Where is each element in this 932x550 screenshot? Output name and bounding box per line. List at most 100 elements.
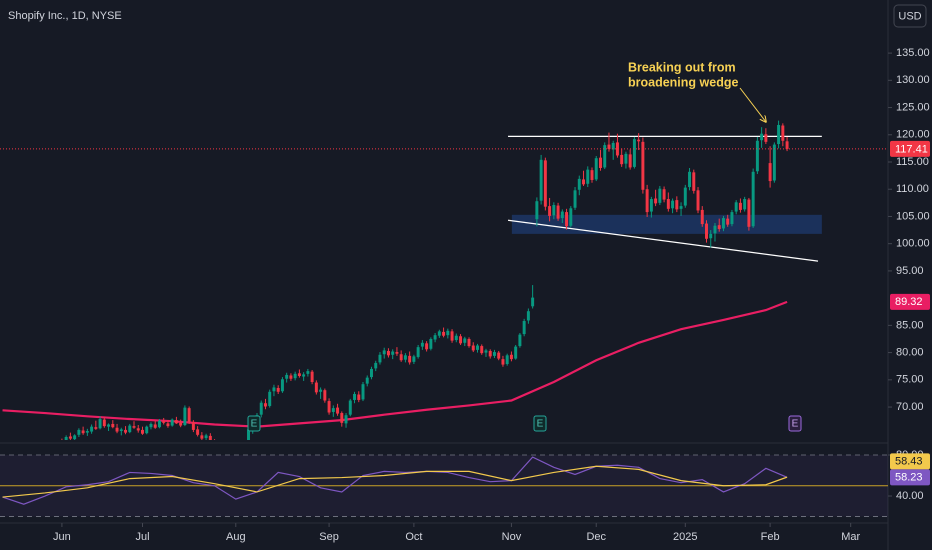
candle-body xyxy=(573,190,577,208)
y-tick-label: 100.00 xyxy=(896,238,930,250)
candle-body xyxy=(662,189,666,200)
candle-body xyxy=(476,345,479,350)
x-tick-label: Mar xyxy=(841,531,860,543)
moving-average xyxy=(2,300,788,428)
candle-body xyxy=(348,400,352,415)
candle-body xyxy=(484,350,488,353)
candle-body xyxy=(450,331,454,341)
candle-body xyxy=(336,407,340,414)
candle-body xyxy=(641,141,645,190)
candle-body xyxy=(675,200,679,210)
candle-body xyxy=(162,421,166,423)
candle-body xyxy=(153,424,157,428)
candle-body xyxy=(543,160,547,207)
candle-body xyxy=(603,145,607,168)
candle-body xyxy=(518,334,522,347)
candle-body xyxy=(594,158,598,180)
candle-body xyxy=(645,189,649,213)
candle-body xyxy=(738,202,742,210)
candle-body xyxy=(323,390,327,401)
candle-body xyxy=(777,124,781,145)
y-tick-label: 70.00 xyxy=(896,401,924,413)
candle-body xyxy=(437,331,441,336)
candle-body xyxy=(276,387,280,392)
y-tick-label: 95.00 xyxy=(896,265,924,277)
candle-body xyxy=(327,401,331,413)
candle-body xyxy=(382,350,386,355)
candle-body xyxy=(590,170,594,180)
candle-body xyxy=(692,172,696,191)
candle-body xyxy=(760,133,764,141)
candle-body xyxy=(293,373,297,379)
earnings-marker xyxy=(247,415,261,432)
currency-button[interactable] xyxy=(893,4,927,28)
price-pane xyxy=(0,120,888,440)
candle-body xyxy=(556,205,560,219)
candle-body xyxy=(268,391,272,406)
annotation-arrow xyxy=(739,87,766,122)
candle-body xyxy=(289,375,293,379)
candle-body xyxy=(395,352,399,354)
candle-body xyxy=(280,379,284,392)
candle-body xyxy=(505,355,509,365)
candle-body xyxy=(102,419,106,427)
candle-body xyxy=(314,382,318,393)
candle-body xyxy=(514,346,518,359)
candle-body xyxy=(442,331,446,336)
candle-body xyxy=(370,368,373,378)
candle-body xyxy=(64,437,68,440)
y-tick-label: 120.00 xyxy=(896,129,930,141)
candle-body xyxy=(683,187,687,206)
candle-body xyxy=(637,139,641,142)
candle-body xyxy=(433,335,437,340)
candle-body xyxy=(200,435,204,439)
y-tick-label: 105.00 xyxy=(896,210,930,222)
earnings-label: E xyxy=(251,419,258,430)
earnings-label: E xyxy=(792,419,799,430)
earnings-marker xyxy=(788,415,802,432)
candle-body xyxy=(713,225,717,234)
candle-body xyxy=(157,420,161,428)
candle-body xyxy=(361,384,365,400)
candle-body xyxy=(107,424,111,427)
candle-body xyxy=(552,205,556,216)
candle-body xyxy=(310,371,314,383)
candle-body xyxy=(743,199,747,210)
candle-body xyxy=(501,359,505,365)
support-zone xyxy=(511,214,822,234)
candle-body xyxy=(208,435,212,440)
candle-body xyxy=(492,352,496,356)
candle-body xyxy=(497,352,501,359)
candle-body xyxy=(166,423,170,427)
candle-body xyxy=(136,428,140,431)
last-price-box xyxy=(890,140,930,157)
candle-body xyxy=(480,346,484,354)
y-tick-label: 125.00 xyxy=(896,101,930,113)
candle-body xyxy=(149,423,153,428)
candle-body xyxy=(772,144,776,181)
candle-body xyxy=(721,218,725,229)
annotation-text: broadening wedge xyxy=(628,75,738,89)
annotation-text: Breaking out from xyxy=(628,60,736,74)
x-tick-label: Dec xyxy=(586,531,606,543)
ma-price-label: 89.32 xyxy=(895,296,923,308)
candle-body xyxy=(68,436,72,439)
candle-body xyxy=(357,394,361,400)
candle-body xyxy=(81,430,85,434)
rsi-pane xyxy=(0,454,888,517)
candle-body xyxy=(174,420,178,424)
earnings-label: E xyxy=(537,419,544,430)
candle-body xyxy=(755,140,759,172)
candle-body xyxy=(340,413,344,423)
candle-body xyxy=(204,435,208,439)
candle-body xyxy=(696,190,700,211)
candle-body xyxy=(726,218,730,225)
candle-body xyxy=(620,154,624,165)
candle-body xyxy=(145,426,149,434)
candle-body xyxy=(446,330,450,336)
candle-body xyxy=(471,345,475,351)
candle-body xyxy=(331,408,335,412)
candle-body xyxy=(297,373,301,377)
currency-label[interactable]: USD xyxy=(898,10,921,22)
